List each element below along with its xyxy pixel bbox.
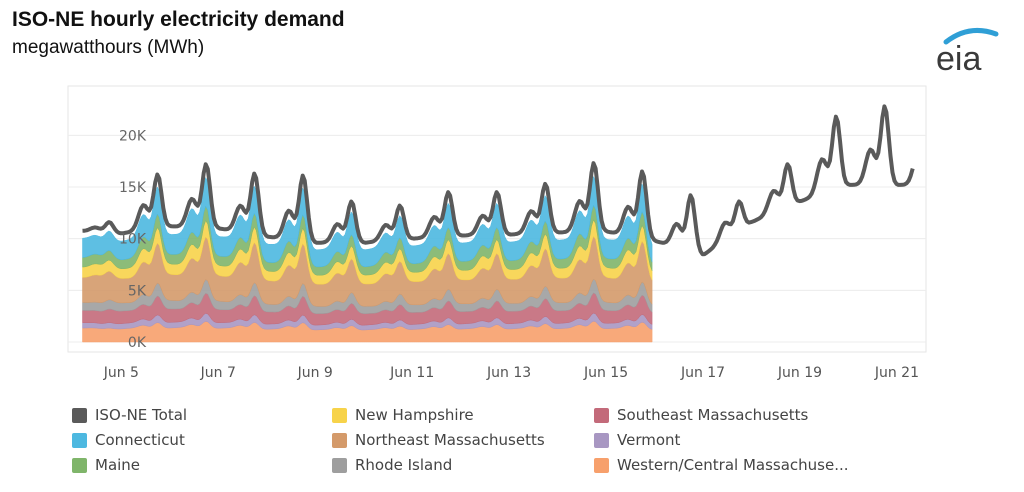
legend-swatch (72, 457, 87, 473)
demand-chart: 0K 5K 10K 15K 20K Jun 5 Jun 7 Jun 9 Jun 11 Jun 1… (67, 85, 927, 381)
y-tick-label: 10K (119, 232, 147, 248)
legend-label: Western/Central Massachuse... (617, 456, 849, 474)
legend-swatch (332, 432, 347, 448)
legend-item[interactable]: Maine (72, 454, 140, 476)
legend-swatch (72, 407, 87, 423)
chart-subtitle: megawatthours (MWh) (12, 37, 205, 58)
legend-swatch (594, 457, 609, 473)
chart-title: ISO-NE hourly electricity demand (12, 8, 345, 31)
y-axis: 0K 5K 10K 15K 20K (119, 128, 147, 351)
x-axis: Jun 5 Jun 7 Jun 9 Jun 11 Jun 13 Jun 15 Jun 17 J… (103, 365, 919, 381)
y-tick-label: 15K (119, 180, 147, 196)
total-line (82, 104, 915, 257)
legend-label: Northeast Massachusetts (355, 431, 545, 449)
x-tick-label: Jun 9 (297, 365, 333, 381)
eia-logo: eia (936, 27, 999, 76)
legend-item[interactable]: New Hampshire (332, 404, 474, 426)
legend-swatch (332, 407, 347, 423)
legend-label: ISO-NE Total (95, 406, 188, 424)
x-tick-label: Jun 19 (777, 365, 822, 381)
legend-item[interactable]: Southeast Massachusetts (594, 404, 808, 426)
x-tick-label: Jun 21 (874, 365, 919, 381)
legend-item[interactable]: Rhode Island (332, 454, 452, 476)
area-connecticut (82, 175, 653, 268)
legend-label: Southeast Massachusetts (617, 406, 809, 424)
x-tick-label: Jun 15 (583, 365, 628, 381)
legend-item[interactable]: ISO-NE Total (72, 404, 187, 426)
y-tick-label: 0K (128, 335, 147, 351)
legend-item[interactable]: Western/Central Massachuse... (594, 454, 849, 476)
y-tick-label: 5K (128, 283, 147, 299)
series-iso-ne-total (82, 104, 915, 257)
y-tick-label: 20K (119, 128, 147, 144)
legend-swatch (594, 407, 609, 423)
legend-swatch (332, 457, 347, 473)
legend-label: Rhode Island (355, 456, 453, 474)
legend-label: Vermont (617, 431, 681, 449)
legend-label: Connecticut (95, 431, 185, 449)
legend-swatch (72, 432, 87, 448)
legend-swatch (594, 432, 609, 448)
x-tick-label: Jun 7 (200, 365, 236, 381)
legend-item[interactable]: Vermont (594, 429, 680, 451)
legend-item[interactable]: Connecticut (72, 429, 185, 451)
x-tick-label: Jun 17 (680, 365, 725, 381)
x-tick-label: Jun 11 (389, 365, 434, 381)
stacked-areas (82, 175, 653, 343)
legend-item[interactable]: Northeast Massachusetts (332, 429, 545, 451)
legend-label: New Hampshire (355, 406, 474, 424)
legend: ISO-NE Total Connecticut Maine New Hampshir… (72, 404, 972, 484)
x-tick-label: Jun 13 (486, 365, 531, 381)
plot-frame (67, 85, 927, 353)
legend-label: Maine (95, 456, 141, 474)
logo-text: eia (936, 40, 981, 76)
x-tick-label: Jun 5 (103, 365, 139, 381)
